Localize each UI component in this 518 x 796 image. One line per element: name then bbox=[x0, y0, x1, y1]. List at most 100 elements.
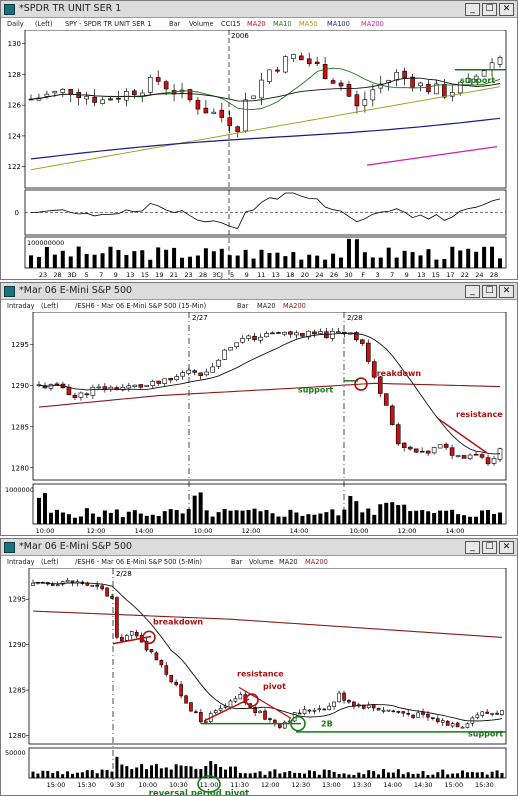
date-label: 24 bbox=[315, 271, 323, 279]
date-label: 17 bbox=[446, 271, 454, 279]
candle-up bbox=[216, 359, 221, 367]
candle-down bbox=[84, 393, 90, 396]
volume-bar bbox=[461, 770, 465, 778]
y-tick-label: 1290 bbox=[11, 382, 29, 390]
ma20-label: MA20 bbox=[247, 20, 266, 28]
volume-bar bbox=[474, 516, 479, 524]
volume-bar bbox=[100, 769, 104, 778]
volume-bar bbox=[44, 246, 49, 268]
daily-chart-window: *SPDR TR UNIT SER 1 _ ☐ ✕ Daily (Left) S… bbox=[0, 0, 518, 280]
candle-up bbox=[480, 711, 485, 716]
candle-down bbox=[110, 596, 114, 599]
candle-up bbox=[31, 582, 35, 586]
volume-bar bbox=[238, 772, 242, 778]
date-label: 23 bbox=[39, 271, 47, 279]
volume-bar bbox=[426, 511, 431, 524]
volume-bar bbox=[29, 255, 33, 268]
volume-bar bbox=[406, 772, 410, 778]
maximize-button[interactable]: ☐ bbox=[482, 285, 497, 298]
volume-bar bbox=[240, 510, 245, 524]
volume-bar bbox=[273, 769, 277, 778]
candle-up bbox=[218, 707, 223, 711]
intraday-15min-chart: 1295 1290 1285 1280 2/27 2/28 support breakdown… bbox=[5, 312, 507, 535]
time-label: 12:00 bbox=[398, 527, 417, 535]
volume-bar bbox=[56, 771, 60, 778]
volume-bar bbox=[474, 251, 479, 268]
candle-down bbox=[297, 712, 302, 715]
volume-bar bbox=[498, 258, 502, 268]
candle-up bbox=[211, 111, 217, 114]
minimize-button[interactable]: _ bbox=[465, 541, 480, 554]
close-button[interactable]: ✕ bbox=[499, 541, 514, 554]
candle-up bbox=[258, 336, 263, 341]
candle-up bbox=[129, 631, 134, 636]
volume-bar bbox=[120, 517, 125, 524]
volume-bar bbox=[108, 512, 113, 524]
maximize-button[interactable]: ☐ bbox=[482, 3, 497, 16]
candle-up bbox=[481, 70, 487, 77]
candle-down bbox=[307, 709, 312, 712]
ma100-line bbox=[30, 117, 501, 160]
date-label: 21 bbox=[170, 271, 178, 279]
volume-bar bbox=[410, 252, 415, 268]
volume-bar bbox=[243, 773, 247, 778]
candle-down bbox=[268, 718, 272, 720]
volume-bar bbox=[322, 769, 326, 778]
candle-down bbox=[391, 710, 396, 713]
ma20-label: MA20 bbox=[279, 558, 298, 566]
date-label: 5 bbox=[85, 271, 89, 279]
volume-bar bbox=[283, 772, 287, 778]
time-label: 15:30 bbox=[77, 781, 96, 789]
volume-bar bbox=[116, 249, 121, 268]
volume-bar bbox=[416, 773, 420, 778]
volume-bar bbox=[482, 246, 487, 268]
candle-up bbox=[457, 81, 463, 94]
candle-down bbox=[359, 339, 365, 344]
volume-bar bbox=[438, 510, 443, 524]
candle-down bbox=[485, 457, 491, 465]
candle-up bbox=[126, 385, 132, 389]
volume-bar bbox=[124, 254, 129, 268]
volume-bar bbox=[436, 772, 440, 778]
time-label: 10:00 bbox=[194, 527, 213, 535]
close-button[interactable]: ✕ bbox=[499, 3, 514, 16]
candle-up bbox=[150, 381, 156, 386]
breakdown-label: breakdown bbox=[371, 369, 421, 378]
candle-down bbox=[189, 702, 193, 712]
symbol-label: SPY - SPDR TR UNIT SER 1 bbox=[65, 20, 152, 28]
scale-label: (Left) bbox=[41, 302, 59, 310]
candle-up bbox=[90, 585, 95, 587]
price-pane bbox=[24, 30, 507, 189]
volume-bar bbox=[468, 516, 473, 524]
volume-bar bbox=[140, 764, 144, 778]
volume-bar bbox=[486, 510, 491, 524]
candle-down bbox=[383, 393, 389, 406]
candle-up bbox=[243, 99, 248, 132]
volume-bar bbox=[500, 772, 504, 778]
maximize-button[interactable]: ☐ bbox=[482, 541, 497, 554]
candle-down bbox=[322, 64, 328, 80]
volume-bar bbox=[458, 250, 463, 268]
volume-bar bbox=[52, 254, 57, 268]
minimize-button[interactable]: _ bbox=[465, 285, 480, 298]
volume-bar bbox=[418, 255, 423, 268]
volume-bar bbox=[434, 259, 439, 268]
volume-bar bbox=[51, 772, 55, 778]
volume-bar bbox=[442, 259, 447, 268]
close-button[interactable]: ✕ bbox=[499, 285, 514, 298]
candle-down bbox=[184, 695, 188, 704]
date-label: 9 bbox=[245, 271, 249, 279]
candle-down bbox=[407, 446, 413, 450]
volume-bar bbox=[259, 249, 264, 268]
candle-down bbox=[68, 89, 74, 95]
volume-bar bbox=[288, 509, 293, 524]
session-date-label: 2/27 bbox=[192, 314, 208, 322]
candle-up bbox=[381, 710, 386, 712]
volume-bar bbox=[288, 770, 292, 778]
minimize-button[interactable]: _ bbox=[465, 3, 480, 16]
volume-bar bbox=[298, 772, 302, 778]
cci-label: CCI15 bbox=[221, 20, 241, 28]
volume-bar bbox=[480, 772, 484, 778]
volume-bar bbox=[251, 258, 256, 268]
volume-bar bbox=[431, 774, 435, 778]
